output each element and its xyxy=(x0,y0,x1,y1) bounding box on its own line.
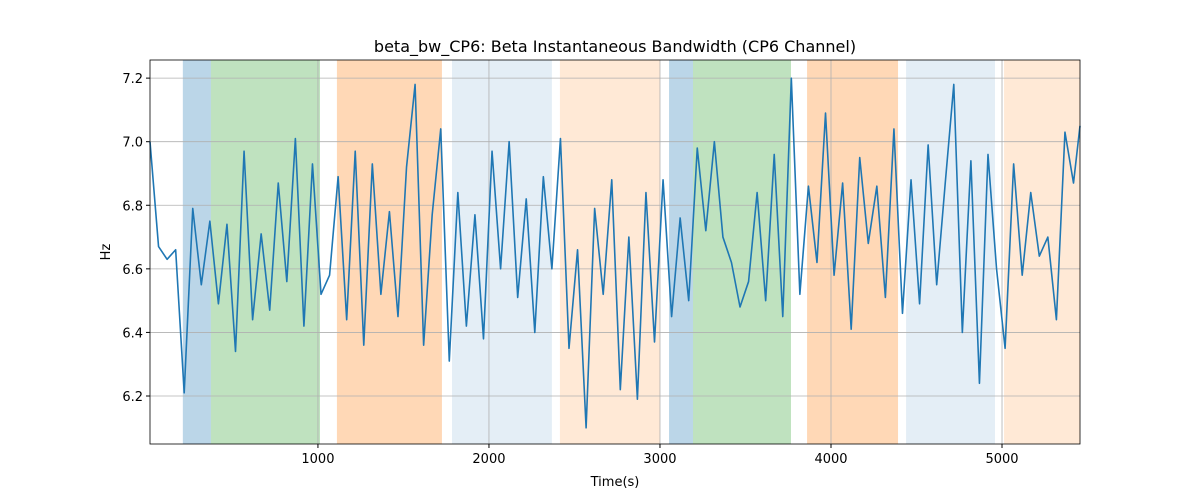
x-tick-label: 1000 xyxy=(301,452,334,467)
shaded-span xyxy=(1004,60,1080,444)
x-tick-label: 3000 xyxy=(643,452,676,467)
shaded-span xyxy=(559,60,660,444)
plot-frame xyxy=(149,59,1081,445)
x-axis-label: Time(s) xyxy=(590,475,640,490)
x-tick-label: 2000 xyxy=(472,452,505,467)
shaded-span xyxy=(336,60,442,444)
x-tick-label: 5000 xyxy=(985,452,1018,467)
shaded-span xyxy=(210,60,320,444)
y-tick-label: 6.8 xyxy=(122,199,143,214)
shaded-span xyxy=(807,60,899,444)
x-tick-label: 4000 xyxy=(814,452,847,467)
shaded-span xyxy=(692,60,791,444)
y-tick-label: 6.2 xyxy=(122,390,143,405)
data-line xyxy=(149,77,1081,429)
y-axis-label: Hz xyxy=(99,244,114,261)
shaded-span xyxy=(669,60,693,444)
y-tick-label: 7.0 xyxy=(122,136,143,151)
chart-title: beta_bw_CP6: Beta Instantaneous Bandwidt… xyxy=(374,37,856,57)
y-tick-label: 6.6 xyxy=(122,263,143,278)
y-tick-label: 7.2 xyxy=(122,72,143,87)
y-tick-label: 6.4 xyxy=(122,326,143,341)
